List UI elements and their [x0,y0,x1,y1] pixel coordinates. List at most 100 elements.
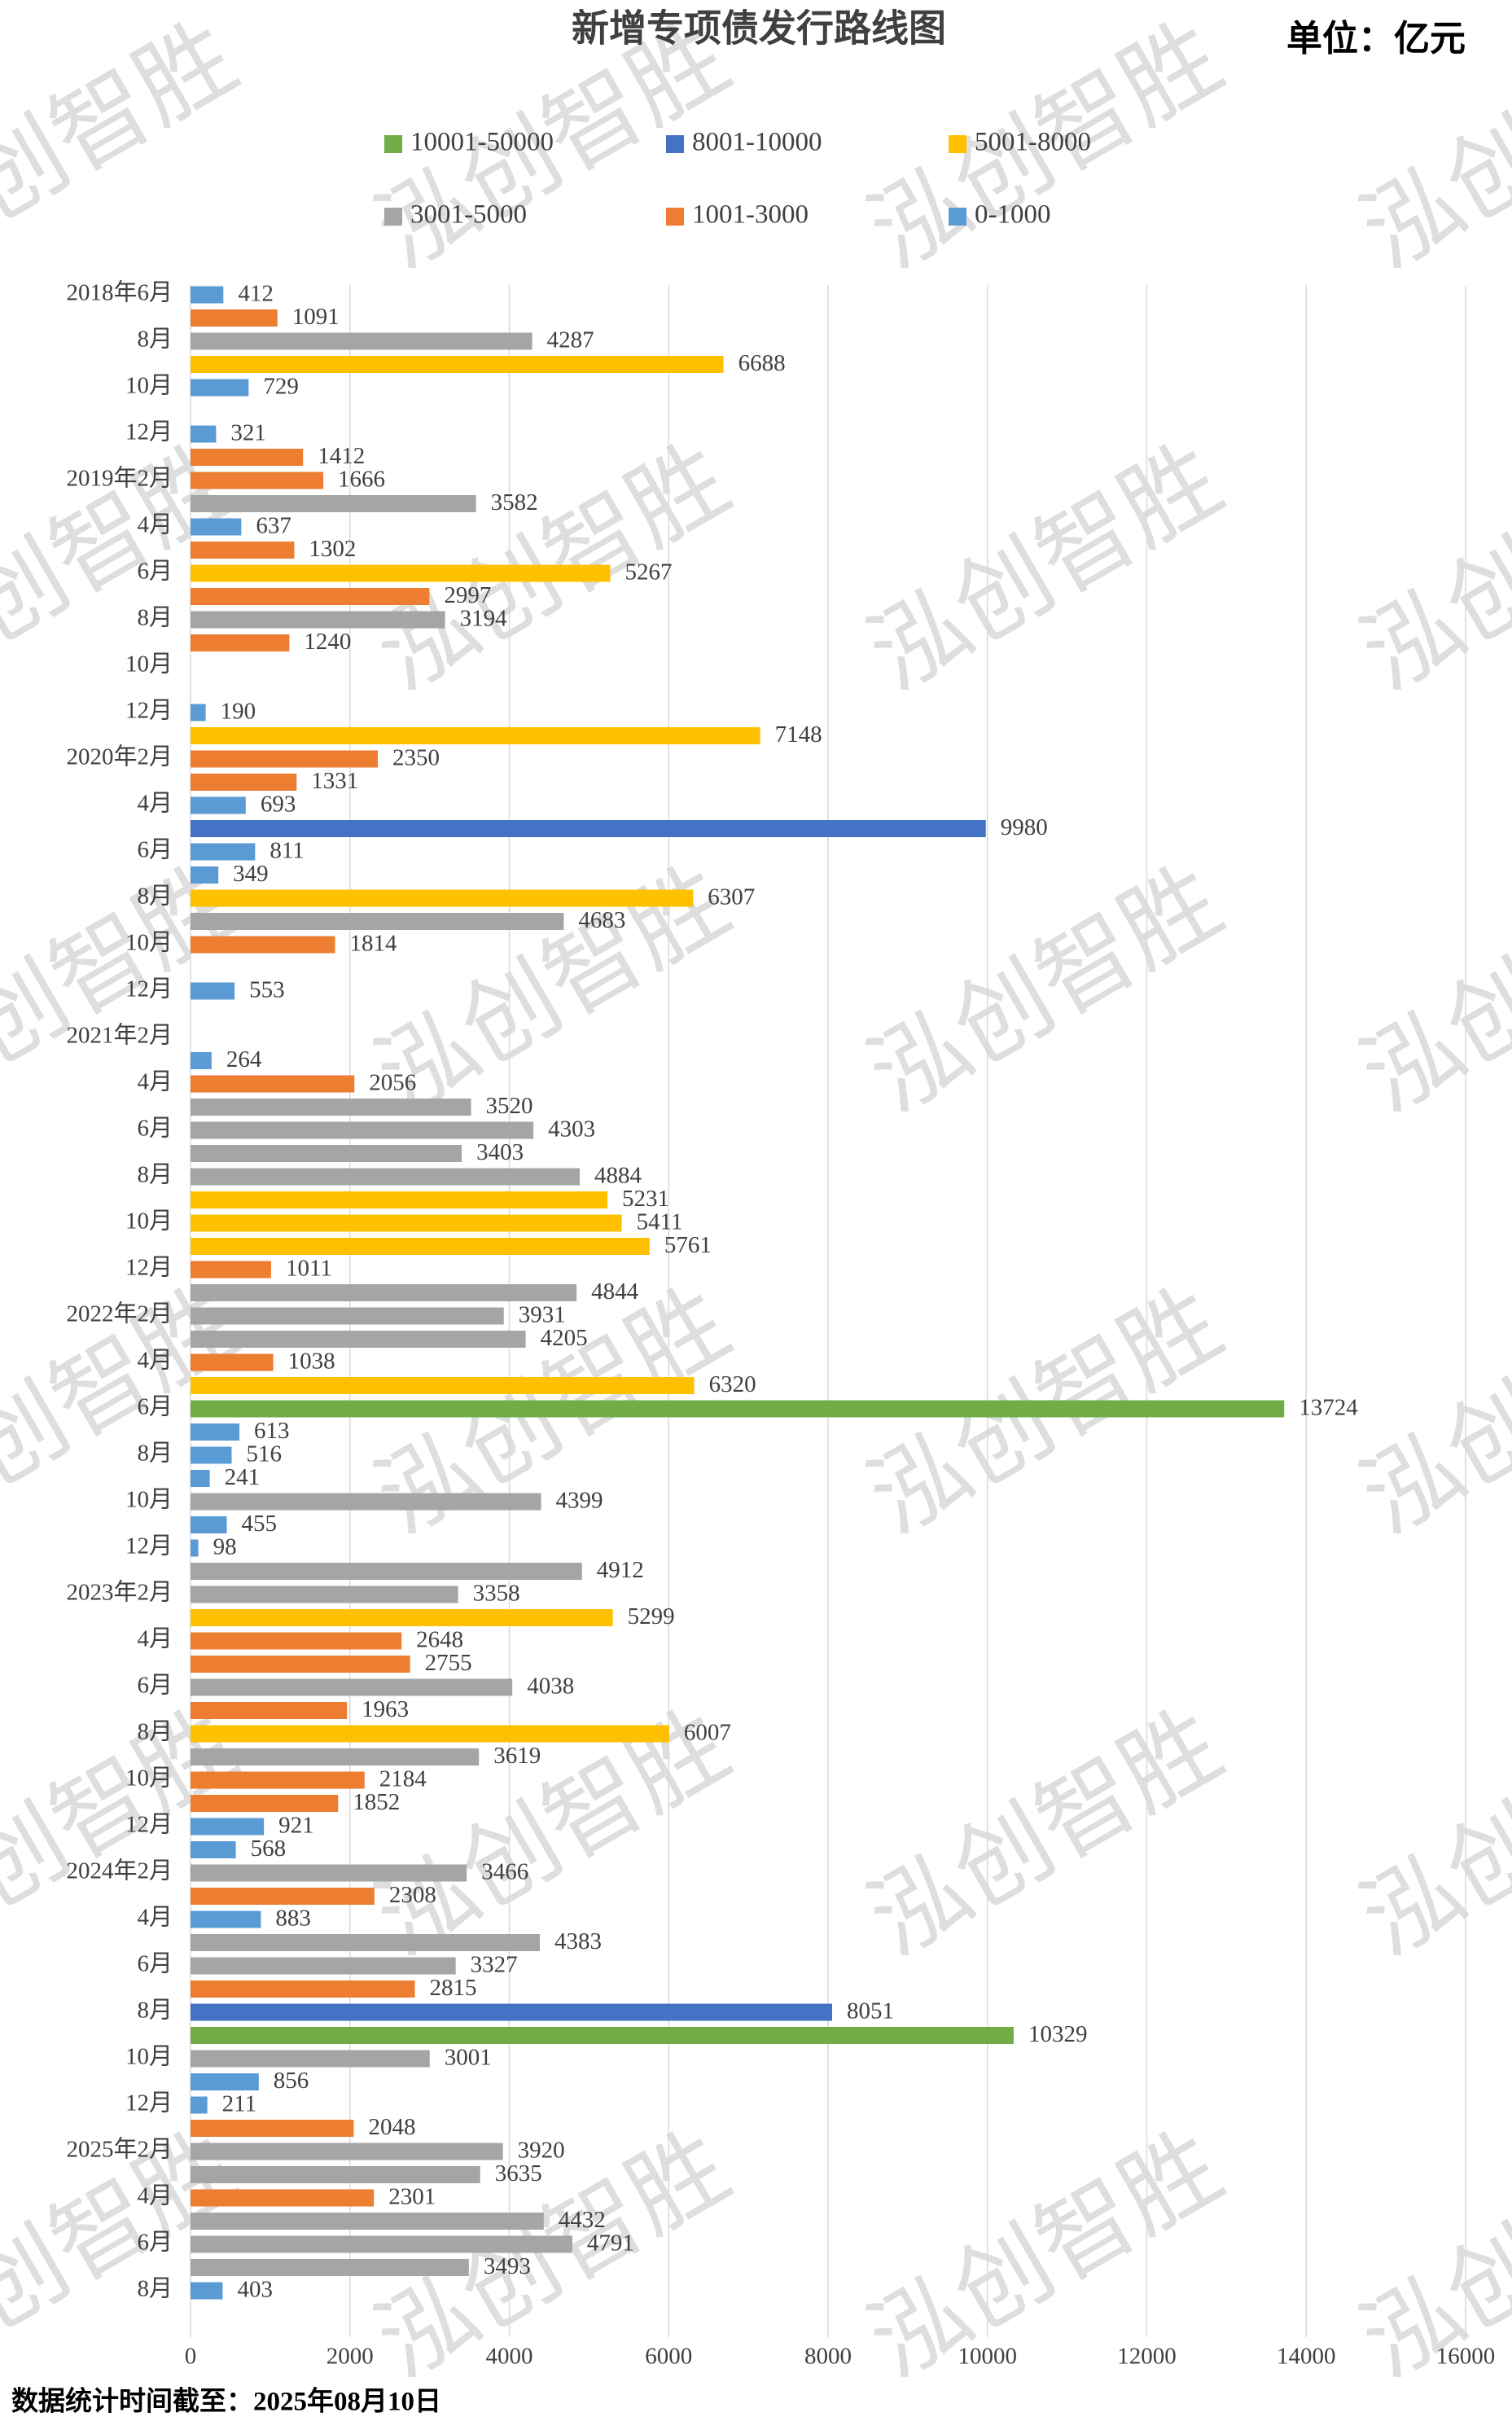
y-tick-label: 10月 [125,373,173,399]
bar [191,1516,227,1533]
data-label: 2301 [388,2184,436,2210]
data-label: 3493 [484,2253,531,2279]
data-label: 1852 [353,1789,400,1815]
y-tick-label: 12月 [125,1533,173,1559]
bar [191,1539,199,1557]
bar [191,1191,607,1208]
data-label: 3001 [445,2045,492,2071]
bar [191,2096,208,2114]
data-label: 349 [233,861,269,887]
watermark: 泓创智胜 [1345,848,1512,1132]
bar [191,727,760,744]
y-tick-label: 10月 [125,1765,173,1792]
data-label: 729 [263,374,299,400]
data-label: 2308 [389,1882,436,1908]
bar [191,2213,544,2230]
y-tick-label: 6月 [137,1951,173,1977]
bar [191,1284,577,1301]
data-label: 921 [278,1813,314,1839]
bar [191,1214,622,1232]
plot: 0 2000 4000 6000 8000 10000 12000 14000 16000 100… [66,128,1495,2370]
footnote: 数据统计时间截至：2025年08月10日 [11,2386,441,2417]
bar [191,542,295,559]
bar [191,425,217,443]
y-tick-label: 8月 [137,1998,173,2024]
bar [191,1678,513,1696]
x-tick-label: 14000 [1277,2344,1336,2370]
data-label: 3520 [486,1093,533,1119]
data-label: 3327 [471,1952,518,1978]
legend-label: 10001-50000 [410,128,554,157]
data-label: 516 [247,1441,283,1467]
data-label: 6320 [709,1371,756,1397]
y-tick-label: 6月 [137,837,173,863]
legend-swatch [384,208,402,226]
data-label: 98 [213,1534,237,1560]
y-tick-label: 10月 [125,651,173,678]
legend-label: 3001-5000 [410,200,527,230]
bar [191,1446,232,1464]
bar [191,1307,504,1325]
bar [191,611,445,629]
data-label: 13724 [1299,1395,1358,1421]
bar [191,2073,259,2090]
data-label: 2184 [379,1766,427,1792]
data-label: 412 [238,281,274,307]
y-tick-label: 6月 [137,1394,173,1420]
bar [191,1423,239,1441]
x-tick-label: 10000 [958,2344,1018,2370]
y-tick-label: 10月 [125,1208,173,1235]
watermark: 泓创智胜 [852,426,1238,710]
watermark: 泓创智胜 [1345,426,1512,710]
data-label: 7148 [775,722,822,748]
bar [191,1493,541,1511]
data-label: 3931 [519,1302,566,1328]
y-tick-label: 8月 [137,605,173,631]
y-tick-label: 12月 [125,1255,173,1281]
bar [191,472,324,489]
bar [191,634,290,651]
bar [191,774,297,791]
y-tick-label: 2024年2月 [66,1858,173,1884]
x-tick-label: 16000 [1436,2344,1496,2370]
bar [191,2143,503,2160]
data-label: 190 [221,699,256,725]
bar [191,2050,430,2068]
y-tick-label: 2023年2月 [66,1579,173,1606]
data-label: 1240 [304,629,351,655]
data-label: 4205 [541,1325,588,1351]
watermark: 泓创智胜 [852,848,1238,1132]
y-tick-label: 10月 [125,2044,173,2070]
data-label: 613 [254,1418,290,1444]
data-label: 4844 [591,1279,639,1305]
data-label: 4884 [594,1163,642,1189]
y-tick-label: 6月 [137,1673,173,1699]
bar [191,1725,669,1743]
bar [191,1261,271,1279]
y-tick-label: 12月 [125,419,173,445]
data-label: 2815 [430,1975,477,2001]
y-tick-label: 2022年2月 [66,1301,173,1327]
data-label: 2648 [416,1627,463,1653]
y-tick-label: 6月 [137,2230,173,2256]
data-label: 4303 [548,1116,595,1143]
bar [191,2120,354,2137]
bar [191,1818,265,1836]
bar [191,2027,1014,2044]
bar [191,1864,467,1882]
bar [191,796,246,814]
y-tick-label: 12月 [125,976,173,1002]
legend-label: 5001-8000 [975,128,1091,157]
data-label: 5267 [625,559,673,586]
data-label: 211 [222,2091,256,2117]
data-label: 4791 [587,2230,634,2257]
data-label: 856 [274,2068,309,2094]
bar [191,2282,223,2300]
data-label: 4038 [527,1673,574,1700]
y-tick-label: 2018年6月 [66,279,173,306]
data-label: 6307 [708,884,755,910]
data-label: 264 [226,1046,262,1072]
bar [191,866,219,884]
bar [191,1980,415,1998]
data-label: 3920 [518,2138,565,2164]
